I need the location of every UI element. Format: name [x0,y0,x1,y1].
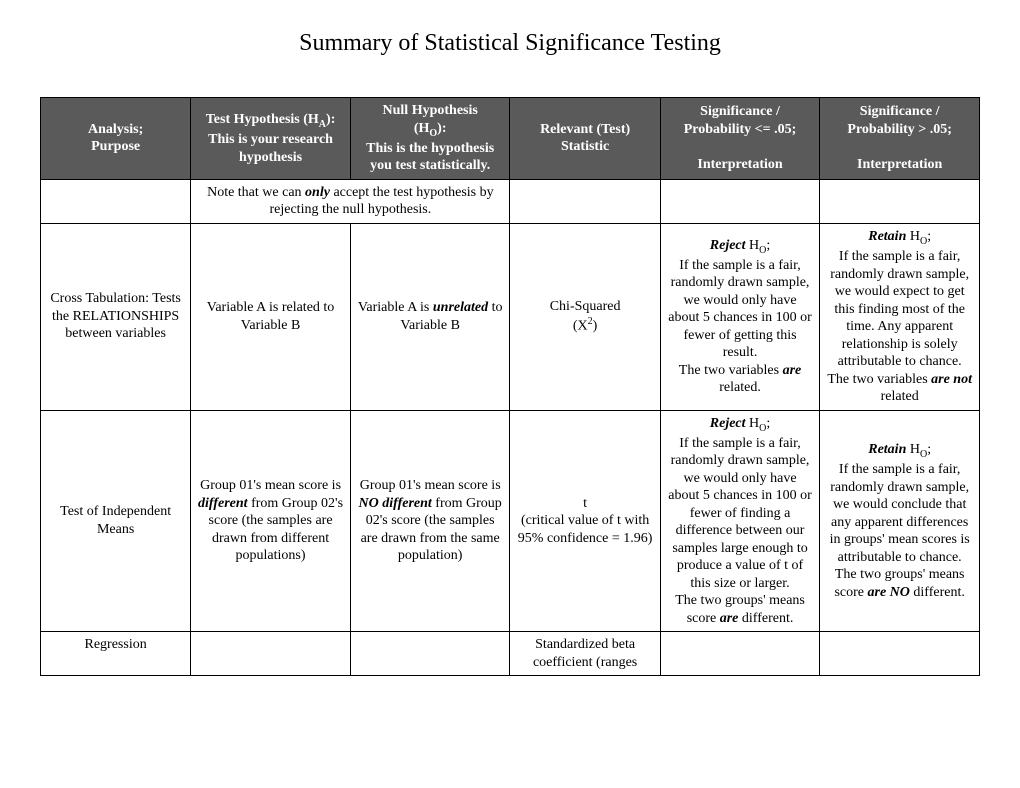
cell-text: If the sample is a fair, randomly drawn … [830,462,970,565]
cell-text: related. [719,380,761,395]
cell-text: ; [766,416,770,431]
cell-text: Chi-Squared [550,299,621,314]
cell-text: (X [573,319,588,334]
note-emphasis: only [305,185,330,200]
subscript: A [319,119,326,130]
table-header: Analysis; Purpose Test Hypothesis (HA): … [41,98,980,180]
cell-emphasis: Reject [710,416,746,431]
cell-test-hyp: Group 01's mean score is different from … [191,410,351,632]
cell-emphasis: NO different [359,496,432,511]
cell-text: If the sample is a fair, randomly drawn … [668,436,811,591]
document-page: Summary of Statistical Significance Test… [0,0,1020,676]
empty-cell [41,179,191,223]
empty-cell [191,632,351,676]
cell-emphasis: Reject [710,238,746,253]
cell-text: H [906,442,920,457]
cell-statistic: Standardized beta coefficient (ranges [510,632,660,676]
empty-cell [510,179,660,223]
cell-emphasis: are [720,611,739,626]
cell-emphasis: are NO [868,585,910,600]
empty-cell [820,179,980,223]
note-cell: Note that we can only accept the test hy… [191,179,510,223]
header-text: Significance / Probability <= .05; [684,104,797,137]
table-row: Regression Standardized beta coefficient… [41,632,980,676]
header-sig-05-gt: Significance / Probability > .05; Interp… [820,98,980,180]
note-text: Note that we can [207,185,305,200]
cell-null-hyp: Group 01's mean score is NO different fr… [350,410,510,632]
header-text: Null Hypothesis [383,103,478,118]
cell-emphasis: are [783,363,802,378]
note-row: Note that we can only accept the test hy… [41,179,980,223]
cell-text: Variable A is [358,300,433,315]
header-text: This is your research hypothesis [208,132,333,165]
cell-text: H [746,238,760,253]
page-title: Summary of Statistical Significance Test… [40,30,980,57]
header-text: Interpretation [857,157,942,172]
header-sig-05-le: Significance / Probability <= .05; Inter… [660,98,820,180]
cell-reject: Reject HO; If the sample is a fair, rand… [660,410,820,632]
cell-text: Group 01's mean score is [360,478,501,493]
header-test-hypothesis: Test Hypothesis (HA): This is your resea… [191,98,351,180]
header-statistic: Relevant (Test) Statistic [510,98,660,180]
cell-retain: Retain HO; If the sample is a fair, rand… [820,410,980,632]
cell-text: H [746,416,760,431]
cell-test-hyp: Variable A is related to Variable B [191,223,351,410]
cell-text: ) [593,319,598,334]
empty-cell [820,632,980,676]
cell-text: The two variables [827,372,931,387]
cell-text: If the sample is a fair, randomly drawn … [668,258,811,361]
cell-text: ; [927,442,931,457]
stats-table: Analysis; Purpose Test Hypothesis (HA): … [40,97,980,676]
header-text: Test Hypothesis (H [206,112,319,127]
cell-analysis: Cross Tabulation: Tests the RELATIONSHIP… [41,223,191,410]
header-text: Purpose [91,139,140,154]
cell-analysis: Regression [41,632,191,676]
cell-text: If the sample is a fair, randomly drawn … [830,249,969,369]
cell-text: Group 01's mean score is [200,478,341,493]
header-text: ): [326,112,335,127]
cell-text: t [583,496,587,511]
cell-emphasis: are not [931,372,972,387]
cell-text: ; [927,229,931,244]
header-analysis: Analysis; Purpose [41,98,191,180]
header-text: Analysis; [88,122,143,137]
empty-cell [660,632,820,676]
table-row: Test of Independent Means Group 01's mea… [41,410,980,632]
cell-analysis: Test of Independent Means [41,410,191,632]
empty-cell [350,632,510,676]
empty-cell [660,179,820,223]
cell-text: related [881,389,919,404]
cell-emphasis: unrelated [433,300,488,315]
cell-retain: Retain HO; If the sample is a fair, rand… [820,223,980,410]
header-text: ): [437,121,446,136]
cell-null-hyp: Variable A is unrelated to Variable B [350,223,510,410]
cell-text: H [906,229,920,244]
cell-text: (critical value of t with 95% confidence… [518,513,653,546]
header-text: Significance / Probability > .05; [847,104,952,137]
subscript: O [429,127,437,138]
cell-text: different. [910,585,965,600]
cell-statistic: Chi-Squared (X2) [510,223,660,410]
header-text: Relevant (Test) Statistic [540,122,630,155]
cell-emphasis: Retain [868,442,906,457]
cell-reject: Reject HO; If the sample is a fair, rand… [660,223,820,410]
header-text: This is the hypothesis you test statisti… [366,141,494,174]
table-row: Cross Tabulation: Tests the RELATIONSHIP… [41,223,980,410]
cell-text: different. [738,611,793,626]
cell-text: The two variables [679,363,783,378]
header-null-hypothesis: Null Hypothesis (HO): This is the hypoth… [350,98,510,180]
header-text: Interpretation [697,157,782,172]
cell-text: ; [766,238,770,253]
cell-emphasis: Retain [868,229,906,244]
cell-statistic: t (critical value of t with 95% confiden… [510,410,660,632]
cell-emphasis: different [198,496,248,511]
header-text: (H [414,121,430,136]
